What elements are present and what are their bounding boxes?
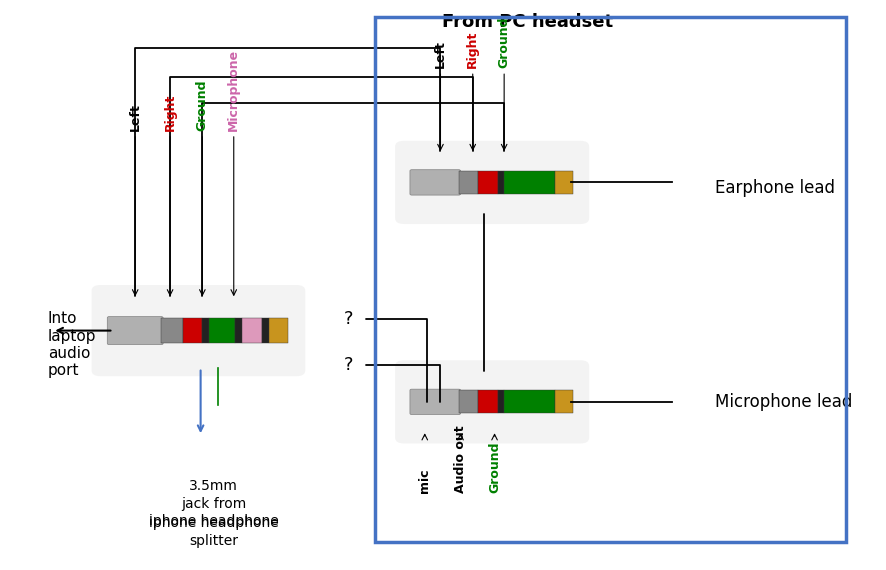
Text: Left: Left: [128, 103, 142, 131]
Text: Microphone: Microphone: [227, 49, 240, 131]
FancyBboxPatch shape: [107, 317, 163, 344]
Text: mic: mic: [418, 469, 431, 493]
FancyBboxPatch shape: [410, 170, 461, 195]
Text: From PC headset: From PC headset: [442, 13, 613, 31]
Bar: [236, 318, 243, 343]
Bar: [556, 171, 572, 194]
Text: Ground: Ground: [196, 80, 209, 131]
Text: Left: Left: [434, 40, 447, 68]
Bar: [478, 390, 498, 413]
Bar: [556, 390, 572, 413]
Bar: [504, 171, 556, 194]
Text: 3.5mm
jack from
iphone headphone
splitter: 3.5mm jack from iphone headphone splitte…: [149, 479, 278, 548]
Bar: [459, 390, 478, 413]
Text: ?: ?: [344, 310, 354, 328]
Bar: [202, 318, 209, 343]
FancyBboxPatch shape: [395, 360, 589, 443]
Bar: [268, 318, 288, 343]
Text: ?: ?: [344, 356, 354, 374]
Bar: [243, 318, 261, 343]
Text: Into
laptop
audio
port: Into laptop audio port: [48, 311, 97, 378]
Text: Right: Right: [466, 31, 479, 68]
FancyBboxPatch shape: [91, 285, 306, 376]
Text: iphone headphone: iphone headphone: [149, 514, 278, 528]
FancyBboxPatch shape: [395, 141, 589, 224]
Text: Audio out: Audio out: [454, 425, 467, 493]
Bar: [183, 318, 202, 343]
Bar: [498, 390, 504, 413]
Bar: [459, 171, 478, 194]
FancyBboxPatch shape: [410, 389, 461, 414]
Text: Earphone lead: Earphone lead: [715, 179, 835, 197]
Text: Ground: Ground: [498, 17, 510, 68]
Bar: [161, 318, 183, 343]
Bar: [478, 171, 498, 194]
Bar: [504, 390, 556, 413]
Text: Microphone lead: Microphone lead: [715, 393, 852, 411]
Bar: [498, 171, 504, 194]
Bar: [209, 318, 236, 343]
Text: Right: Right: [164, 93, 176, 131]
Text: Ground: Ground: [488, 442, 501, 493]
Bar: [261, 318, 268, 343]
Bar: [375, 17, 846, 542]
